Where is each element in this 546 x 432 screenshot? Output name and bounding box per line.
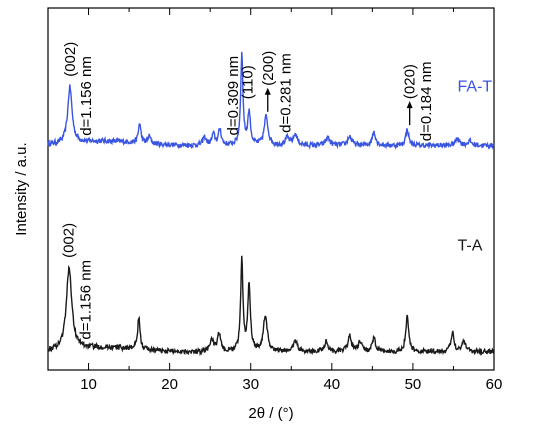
- peak-annotation: (002): [60, 223, 77, 258]
- annotation-arrowhead: [406, 101, 413, 109]
- x-tick-label: 20: [161, 376, 178, 393]
- x-tick-label: 30: [242, 376, 259, 393]
- annotation-arrowhead: [264, 87, 271, 95]
- plot-frame: [47, 7, 495, 371]
- y-axis-label: Intensity / a.u.: [13, 142, 30, 235]
- peak-annotation: d=0.281 nm: [278, 53, 295, 133]
- x-tick-label: 60: [486, 376, 503, 393]
- series-line-t-a: [47, 255, 495, 357]
- peak-annotation: d=0.309 nm: [225, 56, 242, 136]
- peak-annotation: (020): [402, 64, 419, 99]
- x-tick-label: 40: [323, 376, 340, 393]
- annotations-group: (002) d=1.156 nm d=0.309 nm(110) (200) d=0.2…: [60, 42, 492, 340]
- series-label-fa-t: FA-T: [458, 78, 493, 95]
- x-tick-label: 50: [405, 376, 422, 393]
- curves-group: [47, 51, 495, 357]
- peak-annotation: d=0.184 nm: [418, 62, 435, 142]
- series-label-t-a: T-A: [458, 238, 483, 255]
- x-axis-label: 2θ / (°): [248, 405, 293, 422]
- peak-annotation: (002): [62, 42, 79, 77]
- x-tick-label: 10: [80, 376, 97, 393]
- peak-annotation: (110): [240, 65, 257, 99]
- series-line-fa-t: [47, 51, 495, 151]
- x-ticks-group: 10 20 30 40 50 60: [47, 8, 503, 393]
- peak-annotation: d=1.156 nm: [78, 56, 95, 136]
- peak-annotation: (200): [260, 51, 277, 86]
- peak-annotation: d=1.156 nm: [77, 260, 94, 340]
